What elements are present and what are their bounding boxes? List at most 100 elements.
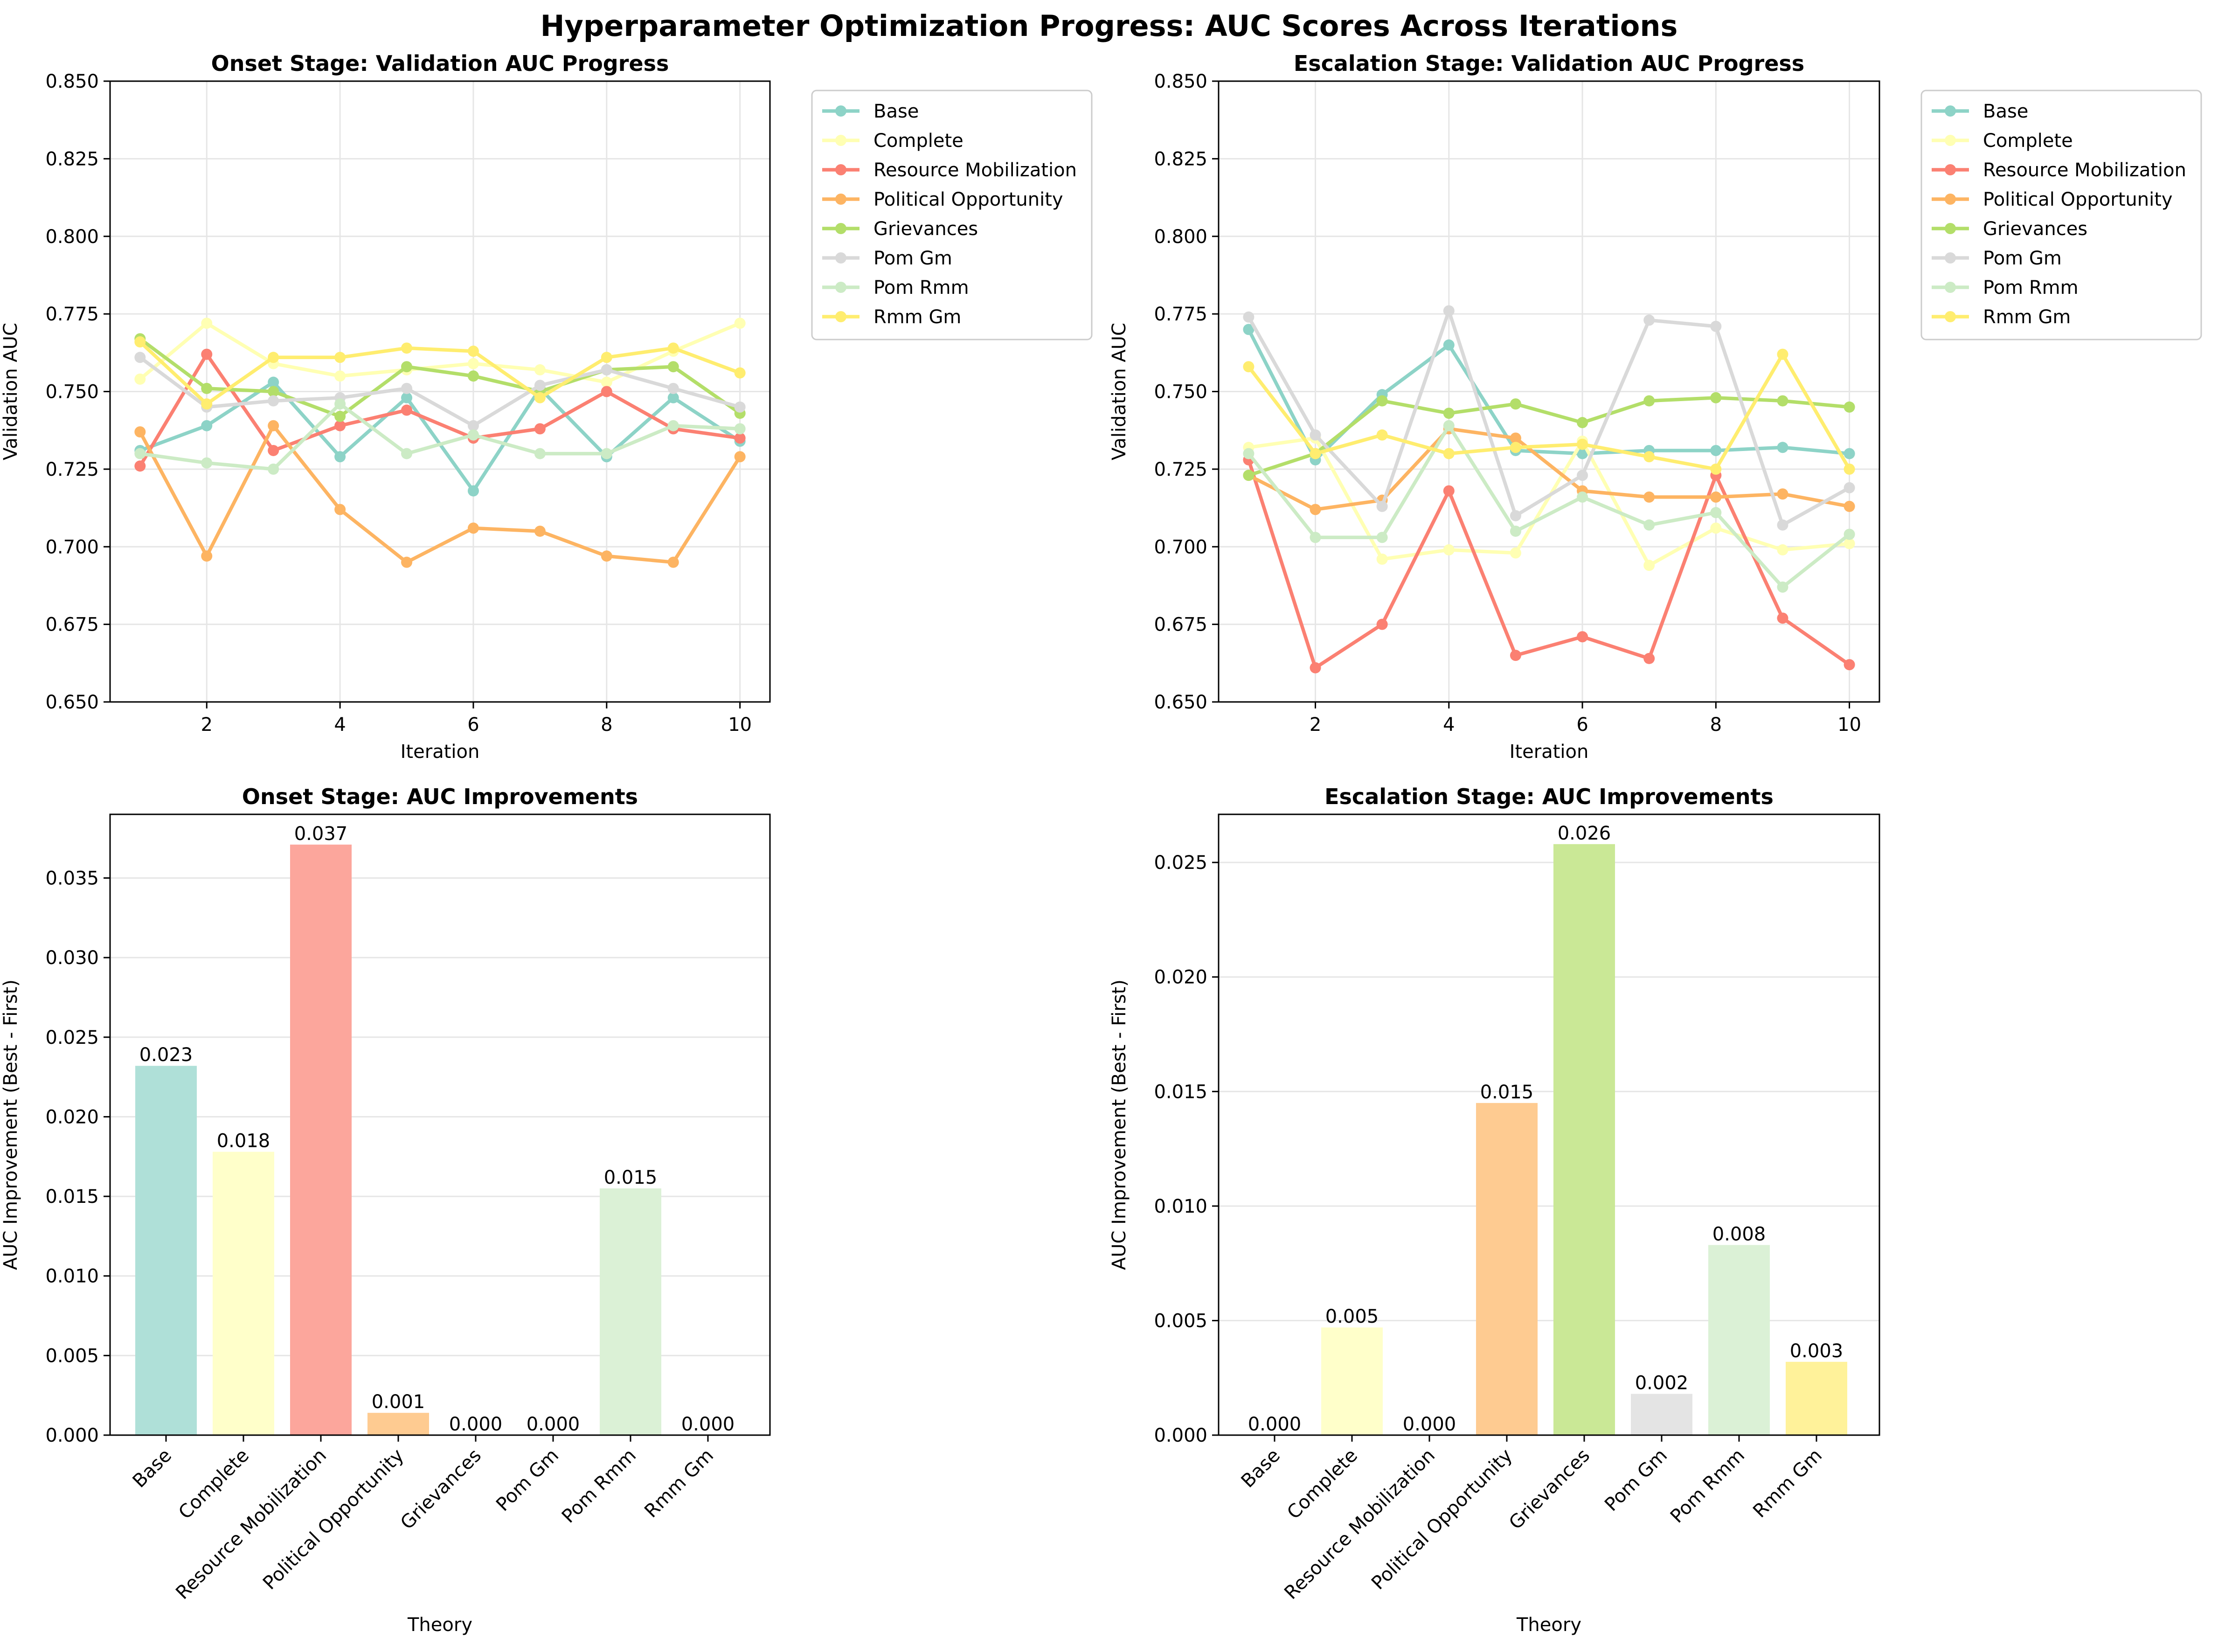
bar-value-label: 0.000	[1248, 1414, 1302, 1435]
data-point-grievances	[1643, 395, 1655, 407]
y-axis-label: Validation AUC	[1109, 323, 1130, 460]
data-point-base	[1777, 442, 1788, 453]
data-point-political-opportunity	[201, 550, 213, 562]
plot-frame	[1218, 80, 1880, 703]
legend-marker	[835, 194, 846, 205]
data-point-rmm-gm	[601, 352, 612, 363]
y-tick-label: 0.020	[45, 1106, 99, 1128]
data-point-pom-gm	[1310, 429, 1321, 441]
data-point-rmm-gm	[534, 392, 546, 403]
data-point-resource-mobilization	[1577, 631, 1588, 643]
data-point-complete	[334, 370, 346, 382]
data-point-grievances	[467, 370, 479, 382]
data-point-pom-gm	[1243, 311, 1255, 323]
series-line-pom-gm	[139, 356, 741, 428]
bar-complete	[213, 1152, 274, 1435]
data-point-rmm-gm	[1710, 463, 1722, 475]
data-point-pom-rmm	[1510, 525, 1521, 537]
data-point-rmm-gm	[1777, 348, 1788, 360]
data-point-base	[401, 392, 413, 403]
data-point-pom-gm	[667, 382, 679, 394]
data-point-pom-rmm	[201, 457, 213, 469]
bar-base	[135, 1066, 197, 1435]
data-point-pom-gm	[1577, 470, 1588, 481]
bar-pom-rmm	[1708, 1245, 1770, 1435]
data-point-base	[268, 376, 279, 388]
legend-entry-label: Resource Mobilization	[873, 160, 1077, 181]
data-point-complete	[1510, 547, 1521, 559]
data-point-resource-mobilization	[1310, 662, 1321, 673]
data-point-complete	[1643, 560, 1655, 571]
legend-entry-label: Base	[873, 101, 919, 122]
bar-pom-rmm	[600, 1188, 661, 1435]
y-tick-label: 0.800	[1154, 226, 1207, 248]
data-point-political-opportunity	[1510, 432, 1521, 444]
bar-value-label: 0.000	[527, 1414, 580, 1435]
y-tick-label: 0.035	[45, 868, 99, 889]
y-tick-label: 0.775	[1154, 304, 1207, 325]
data-point-base	[1844, 448, 1855, 459]
series-line-grievances	[139, 337, 741, 418]
chart-panel-1: Onset Stage: Validation AUC Progress 0.65…	[0, 51, 1093, 763]
y-tick-label: 0.750	[1154, 382, 1207, 403]
y-tick-label: 0.015	[45, 1186, 99, 1208]
x-tick-label: 8	[601, 714, 612, 736]
data-point-pom-rmm	[1243, 448, 1255, 459]
data-point-complete	[134, 373, 146, 385]
x-tick-label: 8	[1710, 714, 1722, 736]
bar-value-label: 0.018	[217, 1131, 270, 1152]
legend-marker	[1945, 311, 1956, 322]
x-axis-label: Theory	[407, 1614, 472, 1636]
legend-entry-label: Pom Gm	[873, 248, 952, 269]
data-point-political-opportunity	[401, 556, 413, 568]
data-point-resource-mobilization	[534, 423, 546, 435]
legend-marker	[835, 282, 846, 293]
bar-value-label: 0.005	[1325, 1306, 1379, 1327]
legend-entry-label: Pom Rmm	[873, 277, 969, 298]
data-point-pom-rmm	[467, 429, 479, 441]
data-point-complete	[534, 364, 546, 375]
data-point-political-opportunity	[667, 556, 679, 568]
x-tick-label: 4	[1443, 714, 1455, 736]
data-point-grievances	[1510, 398, 1521, 410]
y-tick-label: 0.800	[45, 226, 99, 248]
y-tick-label: 0.005	[1154, 1310, 1207, 1332]
data-point-grievances	[1443, 408, 1455, 419]
y-tick-label: 0.010	[1154, 1196, 1207, 1217]
x-tick-label: 4	[334, 714, 346, 736]
plot-frame	[109, 80, 771, 703]
legend-entry-label: Pom Rmm	[1983, 277, 2079, 298]
bar-value-label: 0.003	[1790, 1340, 1844, 1362]
series-line-rmm-gm	[1247, 352, 1851, 471]
data-point-complete	[467, 358, 479, 369]
data-point-rmm-gm	[1577, 438, 1588, 450]
data-point-rmm-gm	[401, 342, 413, 354]
y-axis-label: AUC Improvement (Best - First)	[1109, 979, 1130, 1270]
legend-box	[1920, 90, 2202, 340]
data-point-rmm-gm	[1376, 429, 1388, 441]
data-point-political-opportunity	[134, 426, 146, 438]
data-point-political-opportunity	[467, 522, 479, 534]
data-point-political-opportunity	[601, 550, 612, 562]
y-tick-label: 0.650	[45, 692, 99, 713]
bar-resource-mobilization	[290, 844, 352, 1435]
chart-title: Onset Stage: Validation AUC Progress	[211, 51, 669, 76]
series-line-political-opportunity	[139, 423, 742, 564]
data-point-pom-gm	[1710, 320, 1722, 332]
data-point-pom-gm	[134, 352, 146, 363]
data-point-rmm-gm	[1643, 451, 1655, 463]
legend-entry-label: Grievances	[1983, 218, 2087, 240]
bar-value-label: 0.015	[1480, 1082, 1534, 1103]
x-tick-label: 10	[1837, 714, 1861, 736]
y-axis-label: AUC Improvement (Best - First)	[0, 979, 21, 1270]
data-point-resource-mobilization	[134, 460, 146, 472]
data-point-rmm-gm	[268, 352, 279, 363]
data-point-pom-rmm	[1443, 420, 1455, 431]
y-tick-label: 0.030	[45, 947, 99, 969]
data-point-resource-mobilization	[1777, 612, 1788, 624]
legend-entry-label: Complete	[1983, 130, 2073, 152]
y-tick-label: 0.725	[45, 459, 99, 480]
chart-title: Escalation Stage: AUC Improvements	[1324, 784, 1774, 809]
data-point-resource-mobilization	[1844, 659, 1855, 671]
legend-marker	[835, 311, 846, 322]
